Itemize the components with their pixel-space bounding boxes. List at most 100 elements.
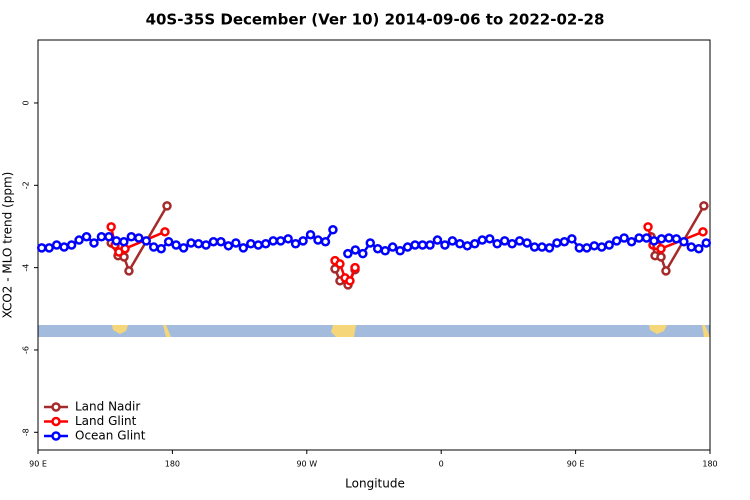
data-point [649, 236, 659, 246]
data-point [492, 239, 502, 249]
data-point [66, 240, 77, 250]
x-axis-label: Longitude [345, 477, 405, 491]
data-point [372, 243, 383, 254]
legend-marker [51, 402, 61, 412]
data-point [661, 266, 671, 276]
data-point [186, 238, 196, 248]
data-point [656, 252, 666, 262]
data-point [350, 262, 360, 273]
data-point [208, 236, 219, 247]
map-land [702, 325, 710, 337]
y-axis-label: XCO2 - MLO trend (ppm) [1, 172, 15, 319]
data-point [148, 242, 159, 252]
data-point [343, 248, 353, 259]
data-point [634, 233, 644, 243]
data-point [246, 239, 256, 249]
data-point [484, 234, 495, 244]
data-point [567, 234, 577, 244]
data-point [699, 201, 709, 211]
data-point [455, 239, 465, 249]
data-point [36, 243, 47, 253]
data-point [380, 246, 390, 256]
data-point [611, 236, 622, 246]
x-tick-label: 180 [702, 460, 717, 469]
data-point [664, 233, 674, 243]
data-point [178, 243, 189, 253]
data-point [298, 236, 308, 246]
y-tick-label: -8 [22, 428, 31, 436]
map-land [112, 325, 128, 334]
data-point [643, 222, 653, 232]
data-point [126, 232, 137, 242]
legend-marker [51, 431, 61, 441]
y-tick-label: -4 [22, 264, 31, 272]
data-point [320, 236, 331, 247]
map-ocean [38, 325, 710, 337]
data-point [124, 266, 134, 276]
data-point [529, 242, 540, 252]
data-point [698, 227, 708, 237]
data-point [201, 240, 211, 250]
data-point [171, 240, 181, 250]
map-land [331, 325, 356, 337]
data-point [552, 238, 562, 248]
data-point [160, 227, 170, 237]
x-tick-label: 0 [439, 460, 444, 469]
data-point [216, 236, 226, 247]
data-point [507, 239, 517, 249]
data-point [641, 233, 652, 243]
data-point [387, 242, 398, 252]
y-tick-label: 0 [22, 100, 31, 105]
data-point [679, 236, 689, 247]
data-point [275, 236, 286, 246]
data-point [656, 234, 667, 244]
data-point [671, 234, 682, 244]
data-point [104, 232, 114, 242]
data-point [268, 236, 278, 246]
x-tick-label: 90 E [29, 460, 47, 469]
data-point [574, 243, 585, 253]
data-point [619, 233, 629, 243]
data-point [59, 242, 69, 252]
data-point [350, 245, 361, 255]
legend-label: Land Nadir [75, 400, 140, 414]
data-point [589, 241, 600, 251]
data-point [410, 240, 420, 250]
data-point [119, 236, 129, 247]
data-point [604, 240, 614, 250]
x-tick-label: 90 W [296, 460, 317, 469]
data-point [74, 235, 84, 245]
data-point [694, 243, 704, 254]
data-point [514, 236, 525, 246]
data-point [81, 232, 92, 242]
data-point [477, 235, 488, 245]
data-point [260, 239, 271, 249]
data-point [51, 240, 62, 250]
data-point [111, 236, 122, 246]
data-point [328, 225, 338, 235]
chart-title: 40S-35S December (Ver 10) 2014-09-06 to … [146, 11, 605, 29]
data-point [686, 242, 697, 252]
data-point [358, 248, 368, 259]
legend-label: Ocean Glint [75, 429, 146, 443]
data-point [313, 235, 323, 245]
data-point [290, 239, 301, 249]
data-point [141, 236, 152, 246]
data-point [89, 238, 99, 248]
data-point [162, 201, 172, 211]
data-point [582, 243, 592, 253]
data-point [335, 259, 345, 269]
data-point [283, 234, 293, 244]
data-point [231, 238, 241, 248]
data-point [440, 240, 450, 250]
data-point [499, 236, 510, 246]
data-point [96, 232, 107, 242]
data-point [253, 240, 264, 250]
data-point [425, 240, 435, 250]
data-point [432, 235, 443, 245]
x-tick-label: 90 E [567, 460, 585, 469]
data-point [156, 243, 166, 254]
data-point [402, 242, 413, 252]
